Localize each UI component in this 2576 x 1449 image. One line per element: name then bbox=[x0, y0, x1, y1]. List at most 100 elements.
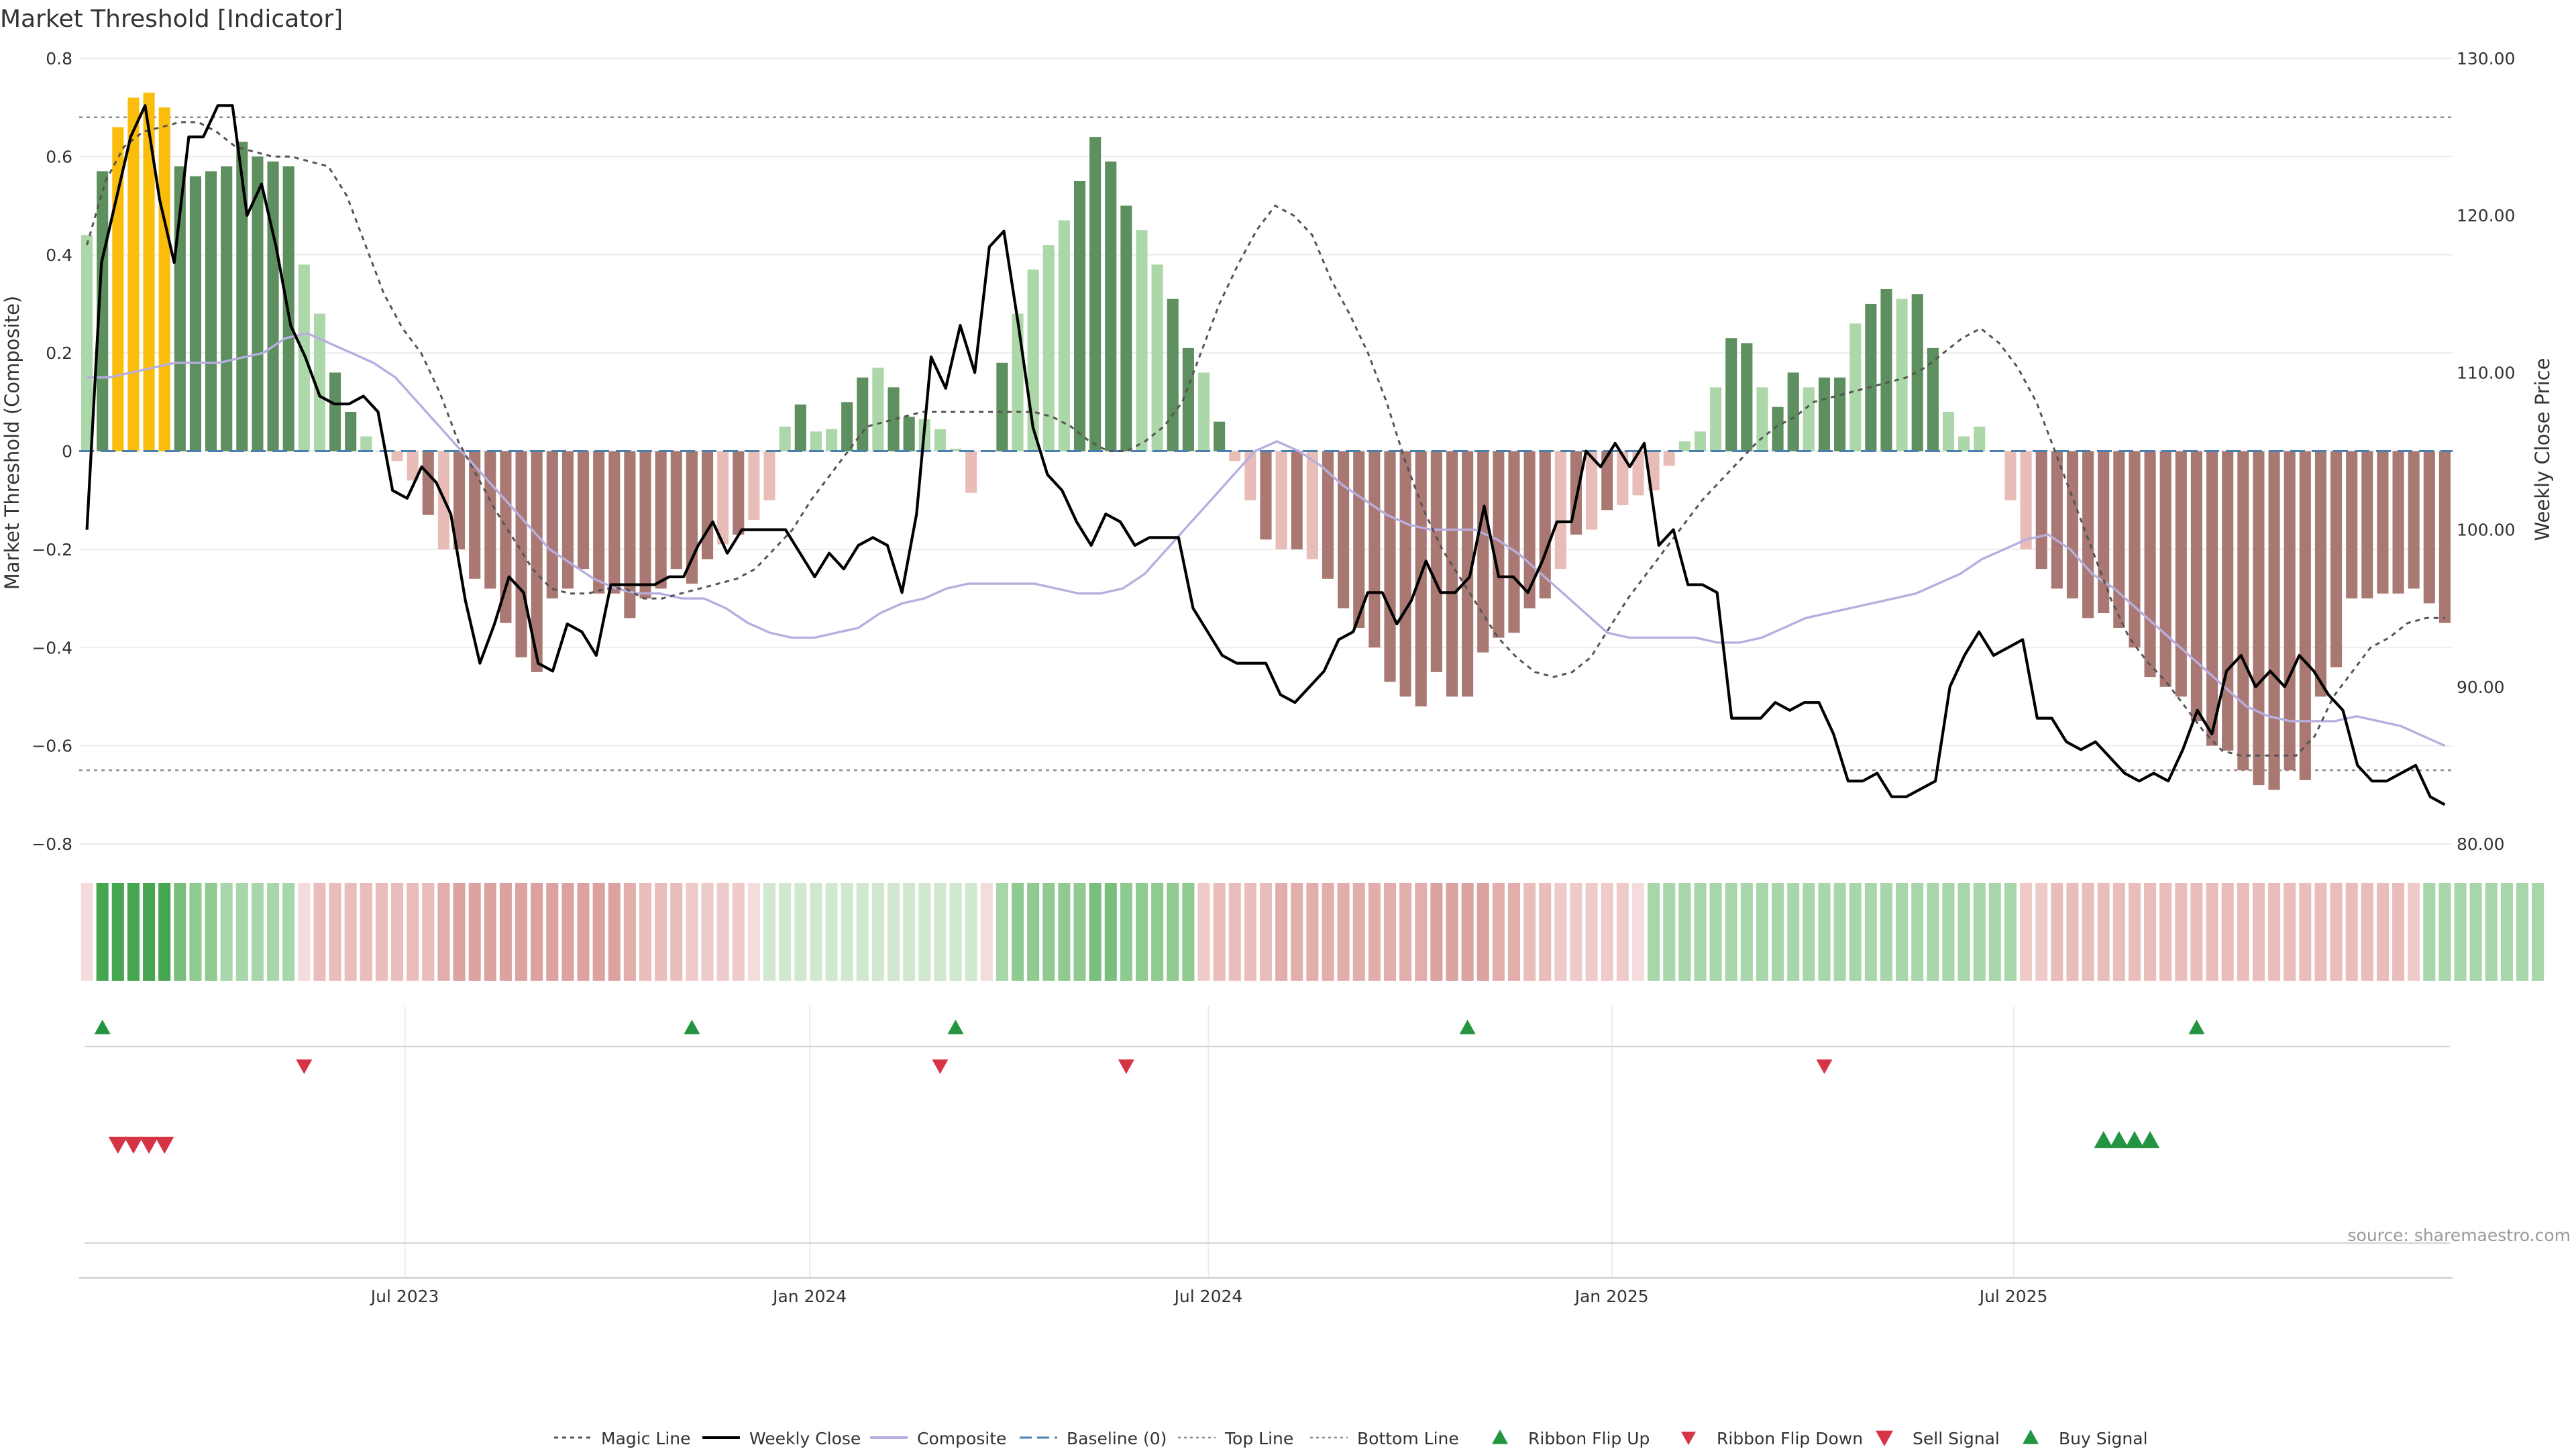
ribbon-cell bbox=[437, 883, 450, 981]
x-tick-label: Jul 2023 bbox=[370, 1287, 439, 1306]
ribbon-cell bbox=[1864, 883, 1877, 981]
ribbon-flip-down-marker bbox=[932, 1059, 949, 1074]
ribbon-cell bbox=[732, 883, 745, 981]
ribbon-cell bbox=[577, 883, 590, 981]
ribbon-cell bbox=[1740, 883, 1753, 981]
composite-bar bbox=[1260, 451, 1272, 540]
ribbon-cell bbox=[779, 883, 792, 981]
ribbon-cell bbox=[2376, 883, 2389, 981]
ribbon-cell bbox=[2175, 883, 2188, 981]
legend-item: Composite bbox=[870, 1429, 1006, 1448]
ribbon-flip-up-marker bbox=[2188, 1020, 2205, 1034]
legend-label: Sell Signal bbox=[1913, 1429, 2000, 1448]
composite-bar bbox=[949, 448, 962, 451]
x-tick-label: Jan 2025 bbox=[1574, 1287, 1649, 1306]
composite-bar bbox=[1803, 387, 1815, 451]
composite-bar bbox=[2346, 451, 2358, 599]
ribbon-cell bbox=[686, 883, 698, 981]
composite-bar bbox=[2159, 451, 2171, 687]
composite-bar bbox=[252, 156, 264, 451]
composite-bar bbox=[1275, 451, 1287, 549]
legend-label: Magic Line bbox=[601, 1429, 691, 1448]
ribbon-cell bbox=[329, 883, 341, 981]
ribbon-cell bbox=[282, 883, 295, 981]
composite-bar bbox=[1073, 180, 1086, 451]
composite-bar bbox=[1818, 377, 1831, 451]
ribbon-cell bbox=[2423, 883, 2436, 981]
ribbon-cell bbox=[2221, 883, 2234, 981]
sell-signal-marker bbox=[123, 1136, 143, 1154]
composite-bars bbox=[81, 93, 2451, 790]
ribbon-cell bbox=[1167, 883, 1179, 981]
composite-bar bbox=[546, 451, 558, 599]
composite-bar bbox=[965, 451, 977, 493]
legend-swatch bbox=[2023, 1430, 2039, 1444]
composite-bar bbox=[1042, 245, 1055, 451]
signal-markers bbox=[94, 1020, 2205, 1154]
right-tick-label: 100.00 bbox=[2457, 521, 2515, 540]
composite-bar bbox=[2423, 451, 2435, 604]
right-tick-label: 80.00 bbox=[2457, 835, 2505, 854]
ribbon-cell bbox=[127, 883, 140, 981]
composite-bar bbox=[2408, 451, 2420, 589]
ribbon-cell bbox=[1957, 883, 1970, 981]
composite-bar bbox=[2330, 451, 2343, 667]
composite-bar bbox=[2392, 451, 2404, 594]
ribbon-cell bbox=[592, 883, 605, 981]
composite-bar bbox=[1214, 421, 1226, 451]
composite-line bbox=[87, 332, 2446, 747]
chart-title: Market Threshold [Indicator] bbox=[0, 5, 343, 33]
ribbon-cell bbox=[1678, 883, 1691, 981]
ribbon-cell bbox=[1352, 883, 1365, 981]
composite-bar bbox=[205, 171, 217, 451]
buy-signal-marker bbox=[2125, 1131, 2144, 1148]
composite-bar bbox=[127, 97, 140, 451]
composite-bar bbox=[841, 402, 853, 451]
composite-bar bbox=[1741, 343, 1753, 451]
ribbon-cell bbox=[2035, 883, 2048, 981]
composite-bar bbox=[794, 404, 806, 451]
ribbon-cell bbox=[1042, 883, 1055, 981]
ribbon-cell bbox=[2532, 883, 2544, 981]
ribbon-cell bbox=[1399, 883, 1412, 981]
composite-bar bbox=[1462, 451, 1474, 697]
composite-bar bbox=[1617, 451, 1629, 506]
ribbon-cell bbox=[670, 883, 683, 981]
composite-bar bbox=[872, 368, 884, 451]
signal-lanes bbox=[85, 1045, 2450, 1244]
legend-item: Top Line bbox=[1178, 1429, 1293, 1448]
ribbon-cell bbox=[546, 883, 559, 981]
x-tick-label: Jul 2024 bbox=[1173, 1287, 1243, 1306]
legend-label: Top Line bbox=[1224, 1429, 1293, 1448]
composite-bar bbox=[1399, 451, 1411, 697]
ribbon-cell bbox=[1663, 883, 1676, 981]
ribbon-cell bbox=[747, 883, 760, 981]
composite-bar bbox=[639, 451, 651, 599]
gridlines bbox=[79, 58, 2453, 1278]
ribbon-cell bbox=[825, 883, 838, 981]
ribbon-cell bbox=[1492, 883, 1505, 981]
threshold-lines bbox=[79, 116, 2453, 771]
ribbon-cell bbox=[1182, 883, 1195, 981]
ribbon-cell bbox=[2237, 883, 2249, 981]
ribbon-cell bbox=[996, 883, 1008, 981]
composite-bar bbox=[1880, 288, 1892, 451]
composite-bar bbox=[2299, 451, 2311, 780]
composite-bar bbox=[221, 166, 233, 451]
composite-bar bbox=[484, 451, 496, 589]
ribbon-cell bbox=[2361, 883, 2373, 981]
composite-bar bbox=[391, 451, 403, 462]
composite-bar bbox=[407, 451, 419, 481]
ribbon-cell bbox=[1803, 883, 1815, 981]
sell-signal-marker bbox=[108, 1136, 127, 1154]
composite-bar bbox=[1787, 372, 1799, 451]
ribbon-cell bbox=[2485, 883, 2498, 981]
ribbon-cell bbox=[639, 883, 652, 981]
composite-bar bbox=[1430, 451, 1442, 672]
ribbon-cell bbox=[1197, 883, 1210, 981]
left-tick-label: −0.6 bbox=[32, 737, 72, 756]
ribbon-cell bbox=[794, 883, 807, 981]
ribbon-cell bbox=[360, 883, 372, 981]
ribbon-cell bbox=[1988, 883, 2001, 981]
ribbon-cell bbox=[1585, 883, 1598, 981]
